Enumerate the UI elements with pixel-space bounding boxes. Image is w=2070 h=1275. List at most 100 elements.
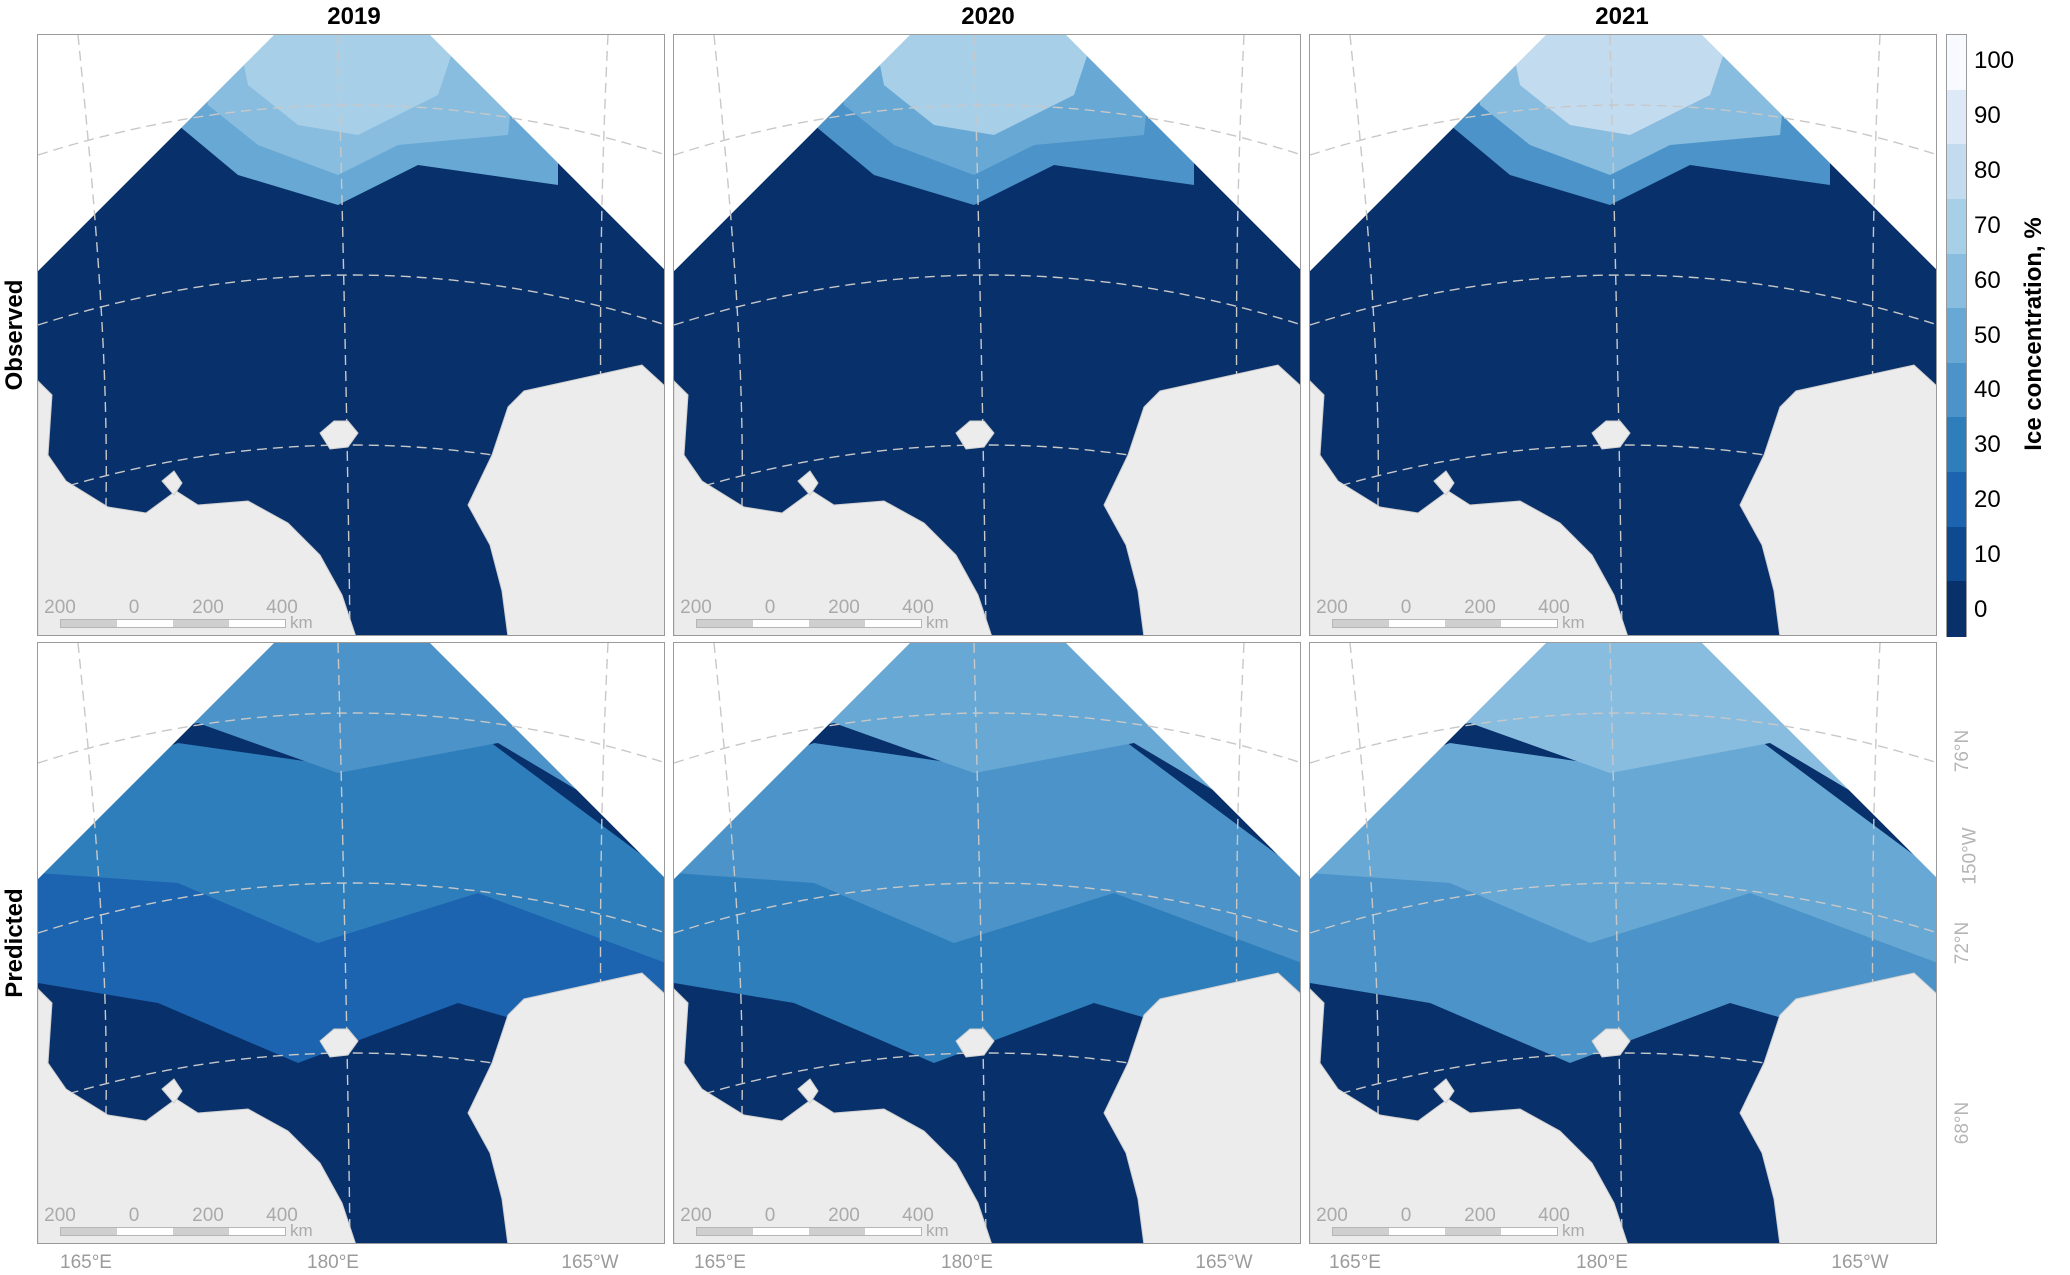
lat-label-72n: 72°N (1952, 921, 1974, 965)
island (1591, 1028, 1631, 1058)
outside-domain (1702, 35, 1936, 269)
island (1591, 420, 1631, 450)
column-title-2021: 2021 (1595, 3, 1649, 30)
ice-band (874, 35, 1094, 135)
island (797, 470, 819, 496)
lon-label-165e-col3: 165°E (1329, 1252, 1381, 1273)
scale-bar-label: 200 (192, 597, 224, 618)
colorbar-legend (1946, 34, 1967, 638)
scale-bar-ruler (60, 619, 286, 628)
island (797, 1078, 819, 1104)
scale-bar-label: 200 (1464, 597, 1496, 618)
scale-bar: 200 0 200 400 km (42, 1205, 332, 1241)
outside-domain (430, 35, 664, 269)
ice-band-group (1430, 35, 1830, 205)
legend-tick-label: 90 (1974, 102, 2001, 130)
scale-bar-unit: km (926, 613, 949, 632)
ice-band (1510, 35, 1730, 135)
scale-bar-label: 0 (128, 1205, 140, 1226)
scale-bar-unit: km (290, 613, 313, 632)
lat-label-68n: 68°N (1952, 1101, 1974, 1145)
island (955, 1028, 995, 1058)
scale-bar-label: 200 (192, 1205, 224, 1226)
lon-label-165w-col2: 165°W (1195, 1252, 1253, 1273)
lon-label-180e-col1: 180°E (307, 1252, 359, 1273)
scale-bar-unit: km (1562, 1221, 1585, 1240)
scale-bar-label: 400 (902, 1205, 934, 1226)
island (1433, 1078, 1455, 1104)
scale-bar-label: 400 (266, 597, 298, 618)
scale-bar-ruler (60, 1227, 286, 1236)
outside-domain (1702, 643, 1936, 877)
land-america (1103, 364, 1300, 635)
scale-bar-label: 200 (1316, 597, 1348, 618)
scale-bar-ruler (696, 619, 922, 628)
legend-tick-label: 0 (1974, 595, 1988, 623)
map-panel-predicted-2020: 200 0 200 400 km (673, 642, 1301, 1244)
scale-bar: 200 0 200 400 km (678, 1205, 968, 1241)
legend-swatch (1947, 362, 1966, 419)
scale-bar-label: 0 (128, 597, 140, 618)
ice-map (674, 35, 1300, 635)
lon-label-165e-col1: 165°E (60, 1252, 112, 1273)
scale-bar-label: 200 (828, 597, 860, 618)
land-asia (38, 380, 356, 635)
island (319, 1028, 359, 1058)
legend-tick-label: 30 (1974, 431, 2001, 459)
scale-bar-label: 0 (1400, 597, 1412, 618)
scale-bar-label: 200 (680, 597, 712, 618)
land-america (1739, 364, 1936, 635)
legend-swatch (1947, 35, 1966, 91)
scale-bar-ruler (696, 1227, 922, 1236)
land-america (1103, 972, 1300, 1243)
ice-map (38, 35, 664, 635)
outside-domain (1310, 643, 1546, 879)
scale-bar-label: 400 (266, 1205, 298, 1226)
lat-label-150w: 150°W (1959, 827, 1981, 885)
island (161, 1078, 183, 1104)
outside-domain (674, 35, 910, 271)
land-america (1739, 972, 1936, 1243)
map-panel-observed-2020: 200 0 200 400 km (673, 34, 1301, 636)
scale-bar-unit: km (1562, 613, 1585, 632)
row-title-predicted: Predicted (1, 888, 28, 998)
legend-tick-label: 60 (1974, 266, 2001, 294)
legend-swatch (1947, 89, 1966, 146)
scale-bar-label: 0 (1400, 1205, 1412, 1226)
land-asia (38, 988, 356, 1243)
ice-map (38, 643, 664, 1243)
outside-domain (1310, 35, 1546, 271)
land-america (467, 972, 664, 1243)
lon-label-180e-col3: 180°E (1576, 1252, 1628, 1273)
land-asia (674, 988, 992, 1243)
scale-bar-ruler (1332, 619, 1558, 628)
column-title-2019: 2019 (327, 3, 381, 30)
ice-band (238, 35, 458, 135)
ice-map (1310, 35, 1936, 635)
scale-bar: 200 0 200 400 km (42, 597, 332, 633)
row-title-observed: Observed (1, 279, 28, 391)
lat-label-76n: 76°N (1952, 729, 1974, 773)
outside-domain (38, 643, 274, 879)
scale-bar: 200 0 200 400 km (1314, 597, 1604, 633)
ice-band (38, 733, 664, 963)
legend-swatch (1947, 198, 1966, 255)
outside-domain (38, 35, 274, 271)
scale-bar-unit: km (926, 1221, 949, 1240)
lon-label-165w-col3: 165°W (1831, 1252, 1889, 1273)
ice-band-group (158, 35, 558, 205)
land-asia (1310, 988, 1628, 1243)
outside-domain (674, 643, 910, 879)
island (161, 470, 183, 496)
map-panel-observed-2021: 200 0 200 400 km (1309, 34, 1937, 636)
scale-bar-label: 200 (828, 1205, 860, 1226)
lon-label-180e-col2: 180°E (941, 1252, 993, 1273)
scale-bar-label: 200 (1316, 1205, 1348, 1226)
scale-bar-label: 0 (764, 1205, 776, 1226)
map-panel-predicted-2019: 200 0 200 400 km (37, 642, 665, 1244)
scale-bar-label: 400 (1538, 597, 1570, 618)
legend-tick-label: 50 (1974, 321, 2001, 349)
ice-band (1310, 733, 1936, 963)
scale-bar-label: 200 (44, 597, 76, 618)
legend-tick-label: 20 (1974, 485, 2001, 513)
